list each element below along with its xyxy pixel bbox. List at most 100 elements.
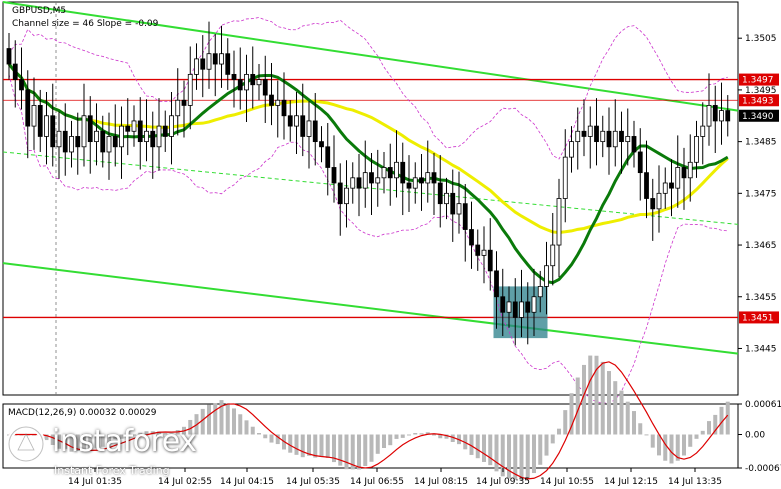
- time-tick-label: 14 Jul 10:55: [540, 477, 594, 487]
- macd-bar: [513, 434, 518, 480]
- macd-bar: [557, 428, 561, 435]
- price-tick-label: 1.3485: [745, 138, 777, 148]
- candle-body: [369, 172, 374, 184]
- macd-bar: [682, 434, 686, 456]
- candle-body: [612, 130, 618, 148]
- price-axis: 1.3505 1.3495 1.3485 1.3475 1.3465 1.3455 1.34…: [738, 34, 779, 354]
- macd-bar: [357, 434, 361, 470]
- candle: [550, 212, 556, 286]
- macd-bar: [63, 434, 68, 449]
- candle-body: [644, 172, 649, 199]
- candle-body: [694, 136, 699, 163]
- macd-bar: [375, 434, 380, 454]
- candle: [25, 70, 31, 159]
- candle-body: [325, 146, 331, 168]
- candle-body: [94, 130, 99, 143]
- macd-bar: [569, 393, 574, 435]
- main-price-panel: [2, 1, 739, 404]
- candle-body: [356, 177, 362, 189]
- macd-bar: [444, 434, 449, 439]
- price-tag-label: 1.3493: [742, 96, 774, 106]
- ma-fast-line: [7, 63, 729, 285]
- bollinger-lower-line: [8, 74, 728, 404]
- candle: [562, 129, 568, 223]
- candle: [431, 152, 437, 216]
- candle: [312, 93, 318, 166]
- macd-bar: [257, 433, 261, 435]
- macd-bar: [675, 434, 680, 461]
- candle: [656, 165, 662, 233]
- macd-bar: [125, 434, 130, 437]
- macd-bar: [700, 430, 705, 435]
- ma-slow-line: [7, 63, 729, 234]
- candle-body: [556, 198, 562, 246]
- macd-bar: [119, 434, 124, 439]
- macd-bar: [669, 434, 674, 464]
- macd-bar: [419, 433, 424, 435]
- macd-bar: [525, 434, 530, 480]
- candle: [450, 169, 456, 242]
- candle-body: [669, 182, 674, 189]
- candle-body: [194, 58, 199, 75]
- candle-body: [500, 296, 506, 313]
- macd-bar: [319, 434, 324, 457]
- macd-bar: [494, 434, 499, 472]
- candle-body: [456, 203, 462, 215]
- macd-bar: [207, 404, 211, 435]
- candle: [369, 152, 374, 216]
- candle: [144, 99, 149, 162]
- candle-body: [519, 301, 524, 318]
- macd-bar: [225, 403, 230, 435]
- macd-bar: [344, 434, 349, 470]
- candle-body: [162, 125, 168, 137]
- macd-bar: [163, 433, 168, 435]
- candle-body: [525, 301, 531, 313]
- candle: [487, 218, 493, 291]
- candle-body: [281, 99, 287, 117]
- price-tag-label: 1.3451: [742, 313, 774, 323]
- candle-body: [319, 141, 324, 148]
- candle-body: [700, 125, 706, 137]
- candle: [456, 171, 462, 234]
- macd-bar: [613, 381, 618, 435]
- candle-body: [650, 198, 656, 210]
- macd-bar: [294, 434, 299, 455]
- candle: [44, 91, 49, 165]
- macd-bar: [219, 400, 224, 435]
- candle-body: [381, 167, 387, 179]
- candle-body: [100, 130, 106, 153]
- macd-bar: [707, 421, 711, 435]
- macd-bar: [719, 406, 724, 435]
- candle: [381, 151, 387, 194]
- candle: [394, 130, 399, 198]
- macd-bar: [600, 361, 605, 435]
- macd-bar: [275, 434, 280, 445]
- macd-bar: [188, 419, 193, 435]
- candle-body: [506, 301, 512, 313]
- price-tick-label: 1.3455: [745, 293, 777, 303]
- candle: [387, 143, 393, 206]
- candle-body: [287, 115, 293, 127]
- candle: [437, 155, 443, 228]
- candle: [587, 106, 593, 169]
- macd-bar: [332, 434, 336, 463]
- candle: [319, 126, 324, 163]
- candle: [712, 85, 718, 153]
- candle-body: [337, 182, 343, 205]
- candle-body: [600, 130, 606, 143]
- macd-bar: [619, 390, 624, 435]
- candle: [287, 100, 293, 142]
- macd-bar: [475, 434, 480, 459]
- candle: [187, 46, 193, 130]
- candle: [412, 162, 418, 204]
- macd-bar: [382, 434, 386, 448]
- candle: [281, 72, 287, 140]
- candle: [612, 99, 618, 167]
- price-tag: [739, 311, 779, 324]
- candle: [119, 106, 124, 179]
- macd-bar: [144, 431, 149, 435]
- candle-body: [244, 73, 249, 91]
- macd-bar: [57, 434, 61, 449]
- candle-body: [719, 110, 724, 122]
- macd-bar: [325, 434, 330, 458]
